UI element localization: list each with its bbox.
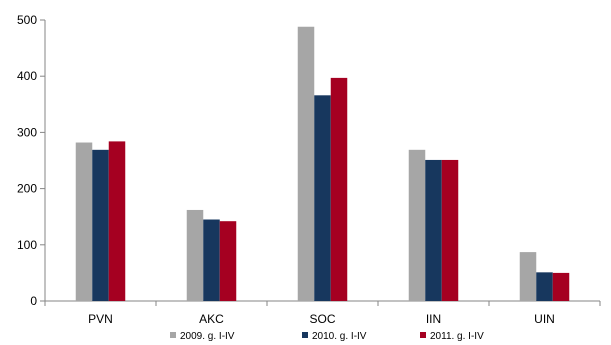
bar-uin-series-1 xyxy=(519,252,537,301)
bar-soc-series-1 xyxy=(297,26,315,302)
bars xyxy=(75,26,570,302)
bar-akc-series-2 xyxy=(203,219,220,301)
x-category-label: UIN xyxy=(534,312,555,326)
bar-soc-series-2 xyxy=(314,95,331,301)
legend-label: 2009. g. I-IV xyxy=(180,331,235,342)
x-axis: PVN AKC SOC IIN UIN xyxy=(44,300,601,326)
bar-iin-series-3 xyxy=(441,159,459,301)
y-tick-label: 300 xyxy=(17,125,37,139)
bar-pvn-series-2 xyxy=(92,149,109,301)
legend-label: 2011. g. I-IV xyxy=(430,331,484,342)
y-tick-label: 100 xyxy=(17,238,37,252)
bar-uin-series-2 xyxy=(536,272,553,301)
bar-akc-series-1 xyxy=(186,209,204,301)
bar-iin-series-1 xyxy=(408,149,426,301)
y-tick-label: 0 xyxy=(30,294,37,308)
bar-uin-series-3 xyxy=(552,272,570,301)
bar-pvn-series-1 xyxy=(75,142,93,301)
bar-soc-series-3 xyxy=(330,77,348,301)
x-category-label: SOC xyxy=(309,312,335,326)
x-category-label: IIN xyxy=(426,312,441,326)
y-tick-label: 200 xyxy=(17,182,37,196)
y-tick-label: 400 xyxy=(17,69,37,83)
legend: 2009. g. I-IV 2010. g. I-IV 2011. g. I-IV xyxy=(170,331,484,342)
legend-swatch xyxy=(420,332,426,338)
x-category-label: AKC xyxy=(199,312,224,326)
bar-akc-series-3 xyxy=(219,221,237,301)
legend-swatch xyxy=(302,332,308,338)
legend-label: 2010. g. I-IV xyxy=(312,331,367,342)
bar-iin-series-2 xyxy=(425,159,442,301)
bar-pvn-series-3 xyxy=(108,141,126,301)
y-tick-label: 500 xyxy=(17,13,37,27)
x-category-label: PVN xyxy=(88,312,113,326)
legend-swatch xyxy=(170,332,176,338)
y-axis: 0 100 200 300 400 500 xyxy=(17,13,46,308)
